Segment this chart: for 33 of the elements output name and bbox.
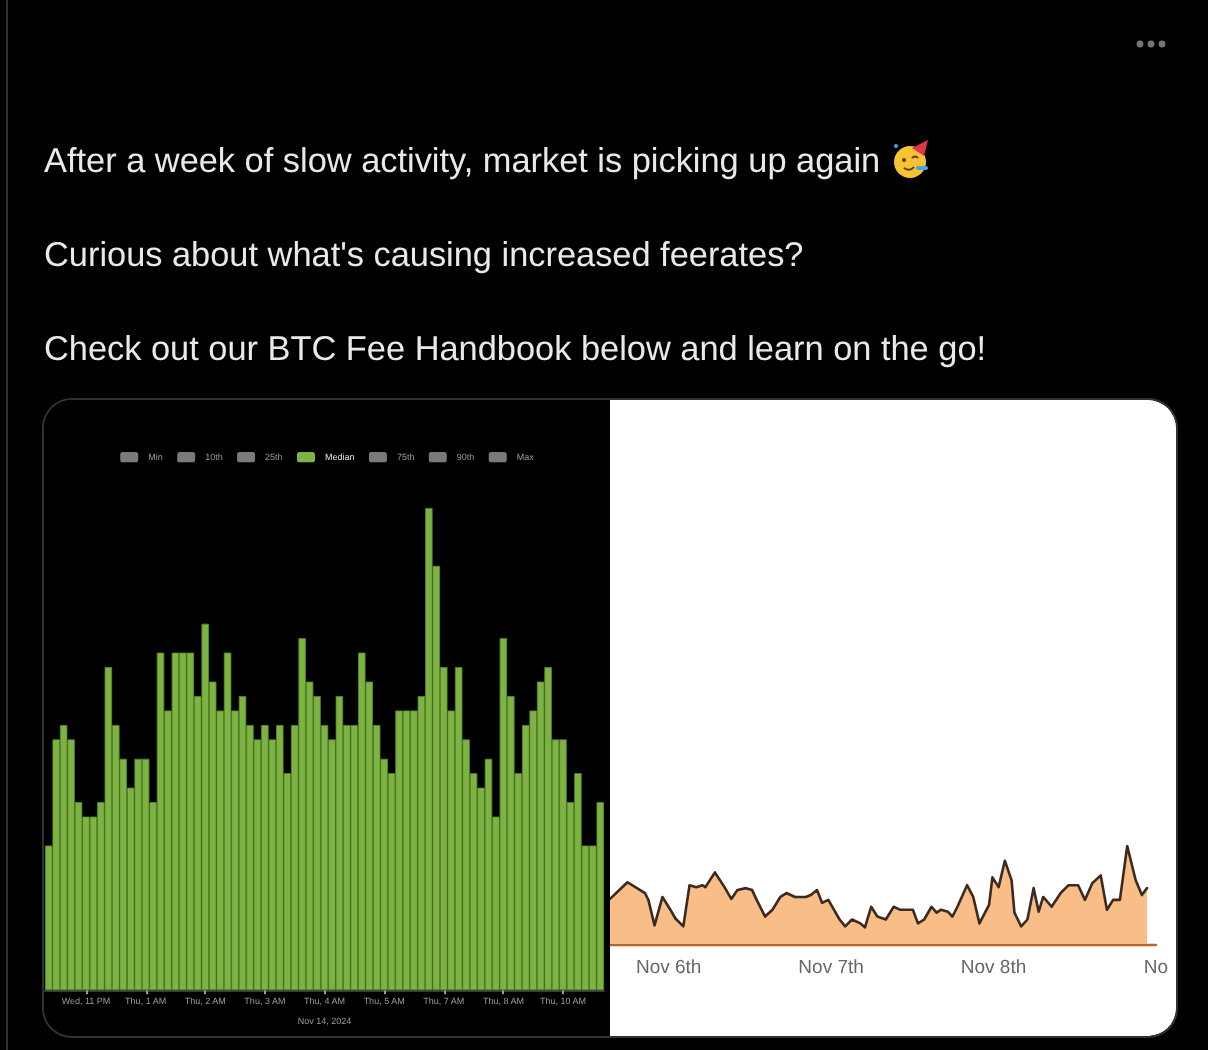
bar bbox=[179, 652, 187, 991]
bar bbox=[574, 773, 582, 991]
bar bbox=[358, 652, 366, 991]
bar bbox=[298, 638, 306, 991]
bar bbox=[559, 739, 567, 991]
bar bbox=[261, 724, 269, 991]
text: After a week of slow activity, market is picking up again bbox=[44, 140, 881, 180]
bar bbox=[201, 623, 209, 991]
bar bbox=[425, 508, 433, 991]
bar bbox=[186, 652, 195, 991]
bar bbox=[484, 758, 493, 991]
bar bbox=[596, 802, 604, 991]
bar bbox=[454, 667, 463, 991]
x-tick-label: Nov 6th bbox=[635, 957, 702, 979]
bar bbox=[141, 758, 150, 991]
bar bbox=[544, 667, 552, 991]
bar bbox=[134, 758, 142, 991]
bar bbox=[171, 652, 180, 991]
bar bbox=[276, 724, 284, 991]
bar bbox=[104, 667, 113, 991]
x-tick-label: Nov 7th bbox=[798, 957, 864, 979]
bar bbox=[335, 696, 344, 991]
x-tick-label: No bbox=[1143, 957, 1169, 979]
bar bbox=[395, 710, 403, 991]
bar bbox=[156, 652, 165, 991]
bar bbox=[238, 696, 247, 991]
bar bbox=[402, 710, 411, 991]
text: Curious about what's causing increased feerates? bbox=[44, 234, 804, 274]
bar bbox=[59, 724, 68, 991]
x-tick-label: Nov 8th bbox=[960, 957, 1027, 979]
bar bbox=[499, 638, 508, 991]
text: Check out our BTC Fee Handbook below and learn on the go! bbox=[44, 328, 987, 368]
bar bbox=[223, 652, 232, 991]
